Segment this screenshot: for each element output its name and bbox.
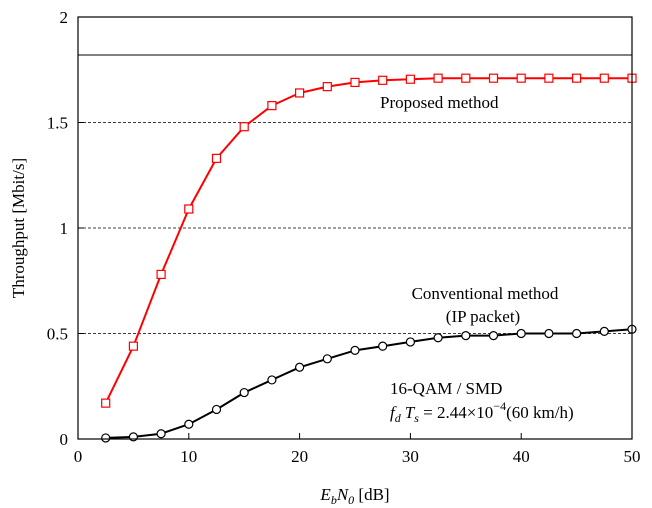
axis-ticks bbox=[77, 16, 633, 440]
x-axis-title-E: E bbox=[319, 485, 331, 504]
data-point-square bbox=[211, 153, 222, 163]
y-tick-label: 2 bbox=[60, 8, 69, 27]
data-point-square bbox=[239, 122, 249, 132]
data-point-circle bbox=[516, 328, 526, 339]
data-point-circle bbox=[322, 354, 332, 364]
doppler-f: f bbox=[390, 403, 397, 422]
data-point-circle bbox=[544, 328, 554, 339]
doppler-T-sub: s bbox=[414, 411, 419, 425]
data-point-circle bbox=[211, 404, 222, 415]
data-point-circle bbox=[239, 387, 249, 398]
y-tick-label: 0 bbox=[60, 430, 69, 449]
data-point-square bbox=[516, 73, 526, 83]
data-point-circle bbox=[488, 331, 499, 341]
doppler-equation: = 2.44×10 bbox=[419, 403, 493, 422]
data-point-circle bbox=[405, 337, 415, 347]
x-axis-title: EbN0 [dB] bbox=[319, 485, 389, 507]
x-axis-title-unit: [dB] bbox=[354, 485, 389, 504]
x-tick-label: 50 bbox=[624, 447, 641, 466]
x-tick-label: 0 bbox=[74, 447, 83, 466]
x-tick-label: 30 bbox=[402, 447, 419, 466]
y-tick-label: 1.5 bbox=[47, 114, 68, 133]
annotation-ip-packet: (IP packet) bbox=[446, 307, 520, 326]
y-tick-label: 0.5 bbox=[47, 325, 68, 344]
data-point-square bbox=[322, 82, 332, 92]
data-point-circle bbox=[433, 333, 443, 343]
data-point-circle bbox=[350, 345, 360, 355]
series-line-1 bbox=[105, 328, 633, 439]
x-axis-title-b: b bbox=[331, 493, 337, 507]
tick-labels: 0 10 20 30 40 50 0 0.5 1 1.5 2 bbox=[47, 8, 641, 466]
x-tick-label: 40 bbox=[513, 447, 530, 466]
y-tick-label: 1 bbox=[60, 219, 69, 238]
data-point-square bbox=[544, 73, 554, 83]
x-axis-title-0: 0 bbox=[348, 493, 354, 507]
data-point-square bbox=[295, 88, 305, 98]
x-tick-label: 10 bbox=[180, 447, 197, 466]
data-point-square bbox=[101, 398, 111, 408]
data-point-circle bbox=[461, 331, 471, 341]
data-point-square bbox=[461, 73, 471, 83]
data-point-square bbox=[156, 269, 166, 280]
data-point-square bbox=[267, 101, 277, 111]
annotation-modulation: 16-QAM / SMD bbox=[390, 379, 502, 398]
doppler-exponent: −4 bbox=[493, 399, 506, 413]
data-point-square bbox=[433, 73, 443, 83]
doppler-f-sub: d bbox=[395, 411, 402, 425]
data-point-circle bbox=[156, 429, 166, 439]
doppler-speed: (60 km/h) bbox=[506, 403, 574, 422]
data-point-circle bbox=[599, 326, 609, 336]
y-axis-title: Throughput [Mbit/s] bbox=[9, 158, 28, 298]
data-point-square bbox=[378, 75, 388, 85]
data-point-circle bbox=[184, 419, 194, 429]
annotation-conventional-method: Conventional method bbox=[412, 284, 559, 303]
data-point-square bbox=[599, 73, 609, 83]
x-axis-title-N: N bbox=[336, 485, 350, 504]
data-point-circle bbox=[378, 341, 388, 351]
data-point-circle bbox=[101, 433, 111, 443]
data-point-square bbox=[405, 74, 415, 84]
data-point-square bbox=[488, 73, 499, 83]
annotation-doppler: fd Ts = 2.44×10−4(60 km/h) bbox=[390, 399, 574, 425]
annotation-proposed-method: Proposed method bbox=[380, 93, 499, 112]
data-point-square bbox=[571, 73, 582, 83]
data-point-circle bbox=[267, 375, 277, 385]
data-point-circle bbox=[295, 362, 305, 372]
x-tick-label: 20 bbox=[291, 447, 308, 466]
data-point-square bbox=[128, 341, 138, 351]
series-line-0 bbox=[104, 77, 632, 404]
doppler-T: T bbox=[405, 403, 416, 422]
data-point-circle bbox=[571, 328, 582, 339]
data-point-circle bbox=[128, 432, 138, 442]
data-point-square bbox=[184, 204, 194, 214]
data-point-square bbox=[350, 77, 360, 88]
series-layer bbox=[101, 73, 637, 443]
